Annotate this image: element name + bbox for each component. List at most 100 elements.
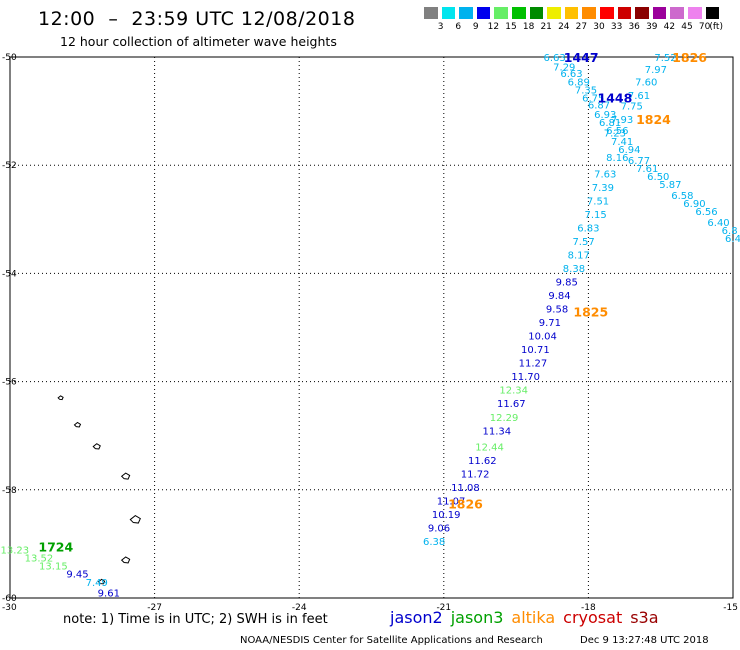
wave-height-label: 9.71 [539, 318, 561, 329]
colorbar-label: 18 [522, 22, 535, 32]
wave-height-label: 6.50 [647, 172, 669, 183]
legend-altika: altika [511, 608, 556, 627]
island-outline [97, 578, 106, 585]
wave-height-label: 9.06 [428, 524, 450, 535]
pass-time-label: 1724 [38, 540, 73, 555]
island-outline [129, 514, 141, 524]
pass-time-label: 1824 [636, 112, 671, 127]
wave-height-label: 6.40 [707, 218, 729, 229]
wave-height-label: 12.29 [490, 413, 519, 424]
wave-height-label: 13.23 [0, 545, 29, 556]
lon-tick-label: -24 [292, 603, 307, 613]
colorbar-label: 21 [540, 22, 552, 32]
wave-height-label: 7.97 [645, 65, 667, 76]
wave-height-label: 7.57 [572, 237, 594, 248]
pass-time-label: 1448 [598, 91, 633, 106]
wave-height-label: 6.94 [618, 145, 640, 156]
lat-tick-label: -60 [2, 594, 17, 604]
wave-height-label: 6.87 [588, 101, 610, 112]
wave-height-label: 11.08 [451, 483, 480, 494]
wave-height-label: 11.27 [519, 359, 548, 370]
colorbar-swatch [704, 6, 721, 20]
lat-tick-label: -50 [2, 53, 17, 63]
colorbar-swatch [458, 6, 474, 20]
legend-s3a: s3a [630, 608, 659, 627]
wave-height-label: 7.63 [594, 169, 616, 180]
island-outline [120, 556, 131, 564]
wave-height-label: 8.17 [568, 250, 590, 261]
colorbar-label: 45 [681, 22, 693, 32]
colorbar-label: 9 [472, 22, 479, 32]
wave-height-label: 13.52 [25, 553, 54, 564]
wave-height-label: 6.8 [722, 226, 738, 237]
wave-height-label: 7.61 [628, 91, 650, 102]
wave-height-label: 6.58 [671, 191, 693, 202]
legend-jason3: jason3 [450, 608, 504, 627]
wave-height-label: 7.39 [592, 183, 614, 194]
wave-height-label: 7.49 [86, 578, 108, 589]
wave-height-label: 10.04 [528, 332, 557, 343]
colorbar-swatch [687, 6, 703, 20]
wave-height-label: 12.34 [499, 386, 528, 397]
colorbar-swatch [493, 6, 509, 20]
lat-tick-label: -58 [2, 486, 17, 496]
wave-height-label: 7.61 [636, 164, 658, 175]
wave-height-label: 11.72 [461, 470, 490, 481]
wave-height-label: 7.51 [587, 196, 609, 207]
satellite-legend: jason2 jason3 altika cryosat s3a [390, 608, 667, 627]
map-frame [9, 56, 734, 599]
pass-time-label: 1447 [564, 50, 599, 65]
legend-cryosat: cryosat [563, 608, 623, 627]
wave-height-label: 9.84 [548, 291, 570, 302]
colorbar-label: 42 [663, 22, 676, 32]
island-outline [73, 421, 82, 428]
pass-time-label: 1825 [573, 304, 608, 319]
colorbar-label: 12 [487, 22, 500, 32]
wave-height-label: 6.93 [594, 110, 616, 121]
colorbar-swatch [651, 6, 668, 20]
wave-height-label: 12.44 [475, 443, 504, 454]
wave-height-label: 8.38 [563, 264, 585, 275]
lon-tick-label: -21 [436, 603, 451, 613]
wave-height-label: 6.90 [683, 199, 705, 210]
colorbar-label: 30 [593, 22, 605, 32]
wave-height-label: 7.60 [635, 77, 657, 88]
wave-height-label: 6.56 [606, 126, 628, 137]
colorbar-label: 33 [610, 22, 623, 32]
wave-height-label: 6.38 [423, 537, 445, 548]
wave-height-label: 7.23 [604, 129, 626, 140]
colorbar-label: 27 [575, 22, 588, 32]
lat-tick-label: -54 [2, 269, 17, 279]
credit-line: NOAA/NESDIS Center for Satellite Applica… [240, 635, 543, 646]
wave-height-label: 11.07 [437, 497, 466, 508]
wave-height-label: 11.34 [482, 426, 511, 437]
wave-height-label: 7.93 [611, 115, 633, 126]
wave-height-label: 13.15 [39, 562, 68, 573]
pass-time-label: 1826 [448, 496, 483, 511]
wave-height-label: 7.15 [584, 210, 606, 221]
colorbar-swatch [563, 6, 580, 20]
colorbar-swatch [528, 6, 545, 20]
lon-tick-label: -30 [2, 603, 17, 613]
island-outline [92, 443, 101, 450]
colorbar-swatch [581, 6, 597, 20]
colorbar-unit: (ft) [709, 22, 723, 32]
colorbar-label: 70 [698, 22, 711, 32]
colorbar-label: 39 [646, 22, 658, 32]
colorbar-label: 6 [455, 22, 462, 32]
wave-height-label: 7.75 [621, 102, 643, 113]
footnote: note: 1) Time is in UTC; 2) SWH is in fe… [63, 612, 328, 627]
lat-tick-label: -52 [2, 161, 17, 171]
colorbar-swatch [546, 6, 562, 20]
colorbar-swatch [669, 6, 685, 20]
wave-height-label: 6.63 [560, 69, 582, 80]
wave-height-label: 7.41 [611, 137, 633, 148]
colorbar-swatch [511, 6, 527, 20]
wave-height-label: 9.61 [98, 589, 120, 600]
wave-height-label: 6.63 [544, 53, 566, 64]
wave-height-label: 5.87 [659, 180, 681, 191]
colorbar-swatch [599, 6, 615, 20]
wave-height-label: 10.71 [521, 345, 550, 356]
wave-height-label: 6.56 [695, 207, 717, 218]
